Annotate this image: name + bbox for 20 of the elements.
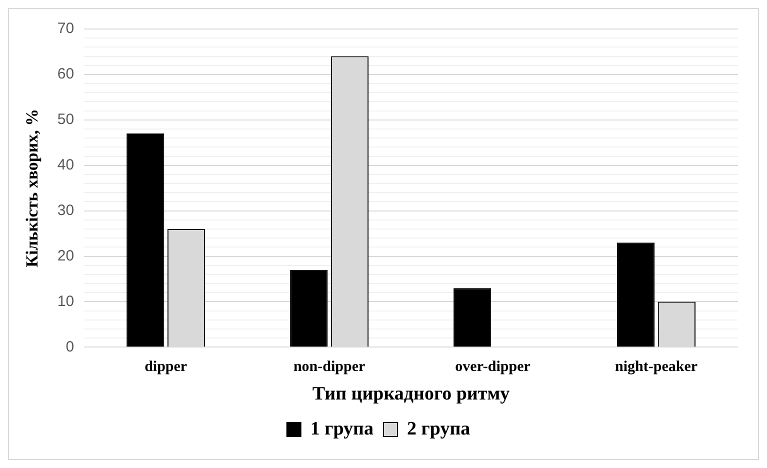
y-tick-label: 20 <box>57 247 74 264</box>
y-tick-label: 50 <box>57 111 74 128</box>
bar <box>617 242 655 347</box>
legend-label: 1 група <box>310 418 374 440</box>
x-tick-label: non-dipper <box>293 359 366 376</box>
x-tick-label: over-dipper <box>455 359 531 376</box>
bar <box>126 134 164 347</box>
y-axis-title: Кількість хворих, % <box>22 108 42 268</box>
bar <box>454 288 492 347</box>
legend-label: 2 група <box>407 418 471 440</box>
y-tick-label: 40 <box>57 156 74 174</box>
x-tick-label: dipper <box>144 359 188 376</box>
x-axis-title: Тип циркадного ритму <box>312 384 510 405</box>
y-tick-label: 0 <box>66 338 74 356</box>
y-tick-label: 30 <box>57 202 74 219</box>
x-tick-label: night-peaker <box>615 359 698 376</box>
y-tick-label: 60 <box>57 66 74 83</box>
bar <box>290 270 328 347</box>
y-tick-label: 10 <box>57 292 74 310</box>
y-tick-label: 70 <box>57 20 74 38</box>
